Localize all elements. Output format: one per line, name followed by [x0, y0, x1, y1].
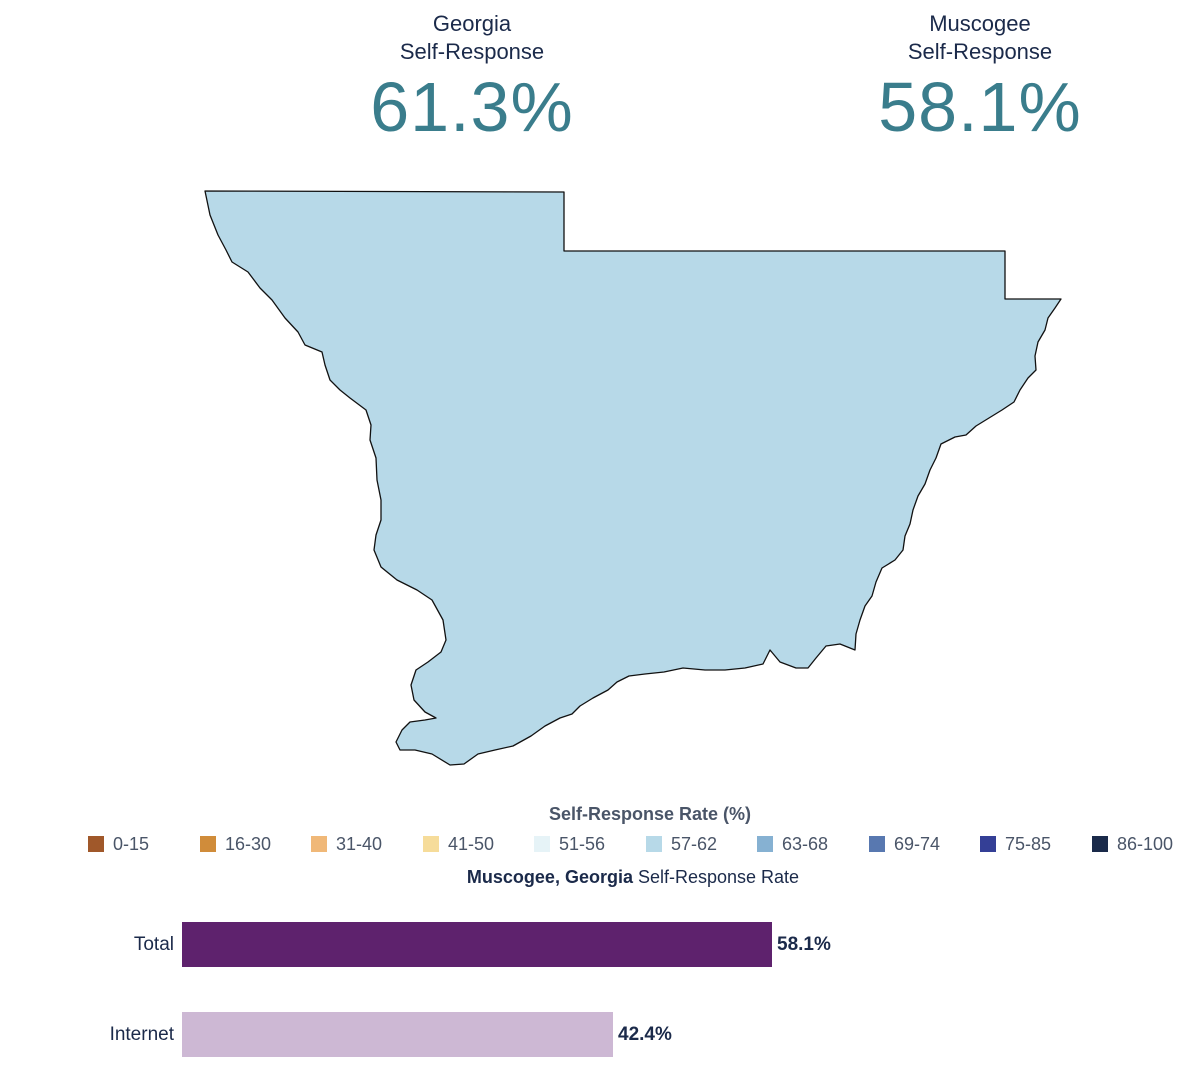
county-label-line2: Self-Response — [907, 39, 1053, 64]
county-rate-value: 58.1% — [878, 68, 1082, 146]
georgia-stat: Georgia Self-Response 61.3% — [312, 10, 632, 144]
legend-label: 75-85 — [1005, 833, 1052, 854]
bar-internet[interactable] — [182, 1012, 613, 1057]
legend-label: 57-62 — [671, 833, 718, 854]
legend-swatch — [534, 836, 550, 852]
legend-item: 75-85 — [980, 831, 1051, 857]
legend-label: 0-15 — [113, 833, 150, 854]
bar-row-internet: Internet 42.4% — [0, 1012, 1200, 1058]
county-label-line1: Muscogee — [929, 11, 1031, 36]
legend-item: 31-40 — [311, 831, 382, 857]
legend-item: 16-30 — [200, 831, 271, 857]
bar-category-label: Total — [133, 934, 174, 955]
legend-swatch — [200, 836, 216, 852]
legend-label: 69-74 — [894, 833, 941, 854]
legend-label: 16-30 — [225, 833, 272, 854]
legend-item: 57-62 — [646, 831, 717, 857]
legend-item: 86-100 — [1092, 831, 1173, 857]
bar-category-label: Internet — [109, 1024, 174, 1045]
bar-chart-title-place: Muscogee, Georgia — [466, 867, 633, 887]
legend-swatch — [423, 836, 439, 852]
bar-chart-title: Muscogee, Georgia Self-Response Rate — [0, 867, 1200, 888]
legend-swatch — [646, 836, 662, 852]
legend-label: 51-56 — [559, 833, 606, 854]
legend-label: 41-50 — [448, 833, 495, 854]
legend-swatch — [980, 836, 996, 852]
legend-item: 0-15 — [88, 831, 149, 857]
bar-chart-title-suffix: Self-Response Rate — [632, 867, 800, 887]
legend-label: 86-100 — [1117, 833, 1174, 854]
legend-swatch — [311, 836, 327, 852]
bar-value-label: 58.1% — [777, 934, 831, 955]
legend-title: Self-Response Rate (%) — [548, 804, 752, 824]
georgia-rate-value: 61.3% — [370, 68, 574, 146]
legend-label: 31-40 — [336, 833, 383, 854]
legend-item: 51-56 — [534, 831, 605, 857]
legend-swatch — [757, 836, 773, 852]
bar-total[interactable] — [182, 922, 772, 967]
legend-swatch — [88, 836, 104, 852]
legend-item: 69-74 — [869, 831, 940, 857]
legend-item: 63-68 — [757, 831, 828, 857]
legend-item: 41-50 — [423, 831, 494, 857]
bar-row-total: Total 58.1% — [0, 922, 1200, 968]
georgia-label-line1: Georgia — [432, 11, 512, 36]
legend-label: 63-68 — [782, 833, 829, 854]
bar-value-label: 42.4% — [618, 1024, 672, 1045]
legend-swatch — [869, 836, 885, 852]
county-stat: Muscogee Self-Response 58.1% — [820, 10, 1140, 144]
georgia-label-line2: Self-Response — [399, 39, 545, 64]
county-shape[interactable] — [204, 190, 1062, 766]
legend-swatch — [1092, 836, 1108, 852]
legend: 0-15 16-30 31-40 41-50 51-56 57-62 63-68… — [88, 831, 1198, 857]
